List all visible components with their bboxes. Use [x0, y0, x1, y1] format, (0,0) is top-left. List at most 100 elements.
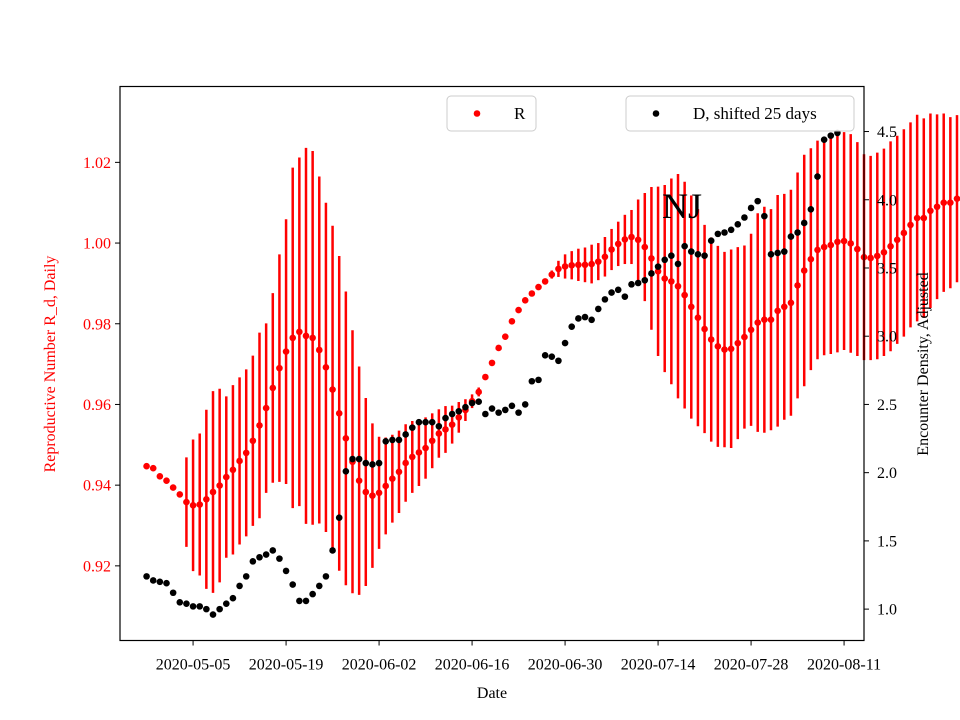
r-point — [654, 268, 662, 275]
r-point — [614, 240, 622, 248]
r-point — [608, 246, 615, 253]
r-point — [176, 491, 184, 498]
r-point — [621, 236, 629, 243]
nj-annotation: NJ — [662, 186, 702, 226]
r-point — [501, 333, 509, 340]
y-right-tick-label: 4.5 — [877, 124, 897, 141]
r-point — [422, 444, 429, 452]
r-point — [209, 488, 217, 496]
r-point — [920, 214, 928, 222]
d-point — [747, 204, 755, 212]
r-point — [335, 410, 343, 417]
r-point — [402, 459, 409, 467]
legend-d-marker — [652, 110, 660, 117]
x-tick-label: 2020-05-19 — [249, 657, 324, 674]
r-point — [369, 492, 376, 499]
d-series-points — [143, 129, 841, 618]
r-point — [143, 462, 150, 470]
d-point — [329, 547, 336, 554]
d-point — [375, 459, 383, 467]
d-point — [814, 173, 821, 180]
r-point — [249, 437, 257, 445]
d-point — [389, 436, 396, 444]
y-axis-right-label: Encounter Density, Adjusted — [915, 272, 932, 455]
d-point — [209, 611, 217, 618]
r-point — [927, 207, 934, 215]
d-point — [488, 405, 496, 412]
r-point — [183, 498, 190, 506]
r-point — [820, 243, 828, 251]
r-point — [800, 267, 808, 274]
d-point — [408, 424, 416, 431]
d-point — [668, 252, 675, 260]
r-point — [594, 258, 602, 265]
r-point — [568, 261, 576, 269]
r-point — [448, 421, 456, 428]
r-series-points — [143, 195, 960, 509]
d-point — [262, 551, 270, 558]
d-point — [800, 219, 808, 227]
legend-r-box — [446, 95, 537, 132]
r-point — [362, 488, 370, 496]
r-point — [322, 364, 330, 371]
r-point — [455, 414, 463, 421]
d-point — [575, 315, 582, 322]
d-point — [355, 455, 363, 463]
y-left-tick-label: 1.00 — [83, 236, 111, 253]
r-point — [342, 435, 350, 442]
r-point — [668, 278, 675, 285]
r-point — [521, 297, 529, 304]
d-point — [163, 579, 170, 587]
legend-d: D, shifted 25 days — [625, 95, 855, 132]
d-point — [714, 230, 722, 238]
r-point — [229, 466, 237, 474]
d-point — [322, 573, 330, 580]
r-point — [747, 326, 755, 334]
r-point — [694, 314, 702, 322]
d-point — [508, 402, 516, 410]
r-point — [222, 473, 230, 481]
legend-r-marker — [473, 110, 481, 117]
r-point — [289, 334, 297, 342]
r-point — [575, 261, 582, 269]
d-point — [495, 409, 502, 416]
r-point — [754, 319, 762, 326]
d-point — [342, 467, 350, 475]
plot-frame — [119, 85, 865, 642]
r-point — [807, 255, 815, 263]
r-point — [508, 318, 516, 325]
r-point — [163, 477, 170, 485]
d-point — [774, 249, 781, 257]
d-point — [468, 399, 476, 407]
r-point — [149, 464, 157, 472]
r-point — [787, 299, 795, 307]
d-point — [827, 132, 835, 139]
r-point — [442, 426, 449, 433]
d-point — [249, 558, 257, 565]
r-point — [355, 477, 363, 485]
r-point — [588, 260, 595, 268]
d-point — [256, 553, 263, 561]
d-point — [820, 136, 828, 144]
legend-r-label: R — [514, 104, 526, 123]
r-point — [515, 306, 522, 314]
r-point — [561, 263, 569, 270]
y-right-tick-label: 3.0 — [877, 329, 897, 346]
r-point — [276, 364, 283, 372]
y-right-tick-label: 3.5 — [877, 260, 897, 277]
r-point — [953, 195, 960, 202]
d-point — [236, 582, 243, 590]
r-point — [687, 303, 695, 311]
y-axis-right: 1.0 1.5 2.0 2.5 3.0 3.5 4.0 4.5 — [864, 124, 897, 619]
r-point — [269, 384, 277, 392]
d-point — [402, 431, 409, 438]
r-point — [867, 254, 874, 262]
d-point — [156, 578, 164, 586]
d-point — [648, 270, 655, 277]
y-right-tick-label: 4.0 — [877, 192, 897, 209]
r-point — [674, 282, 682, 290]
r-point — [428, 437, 436, 445]
d-point — [435, 422, 443, 430]
d-point — [681, 242, 688, 250]
